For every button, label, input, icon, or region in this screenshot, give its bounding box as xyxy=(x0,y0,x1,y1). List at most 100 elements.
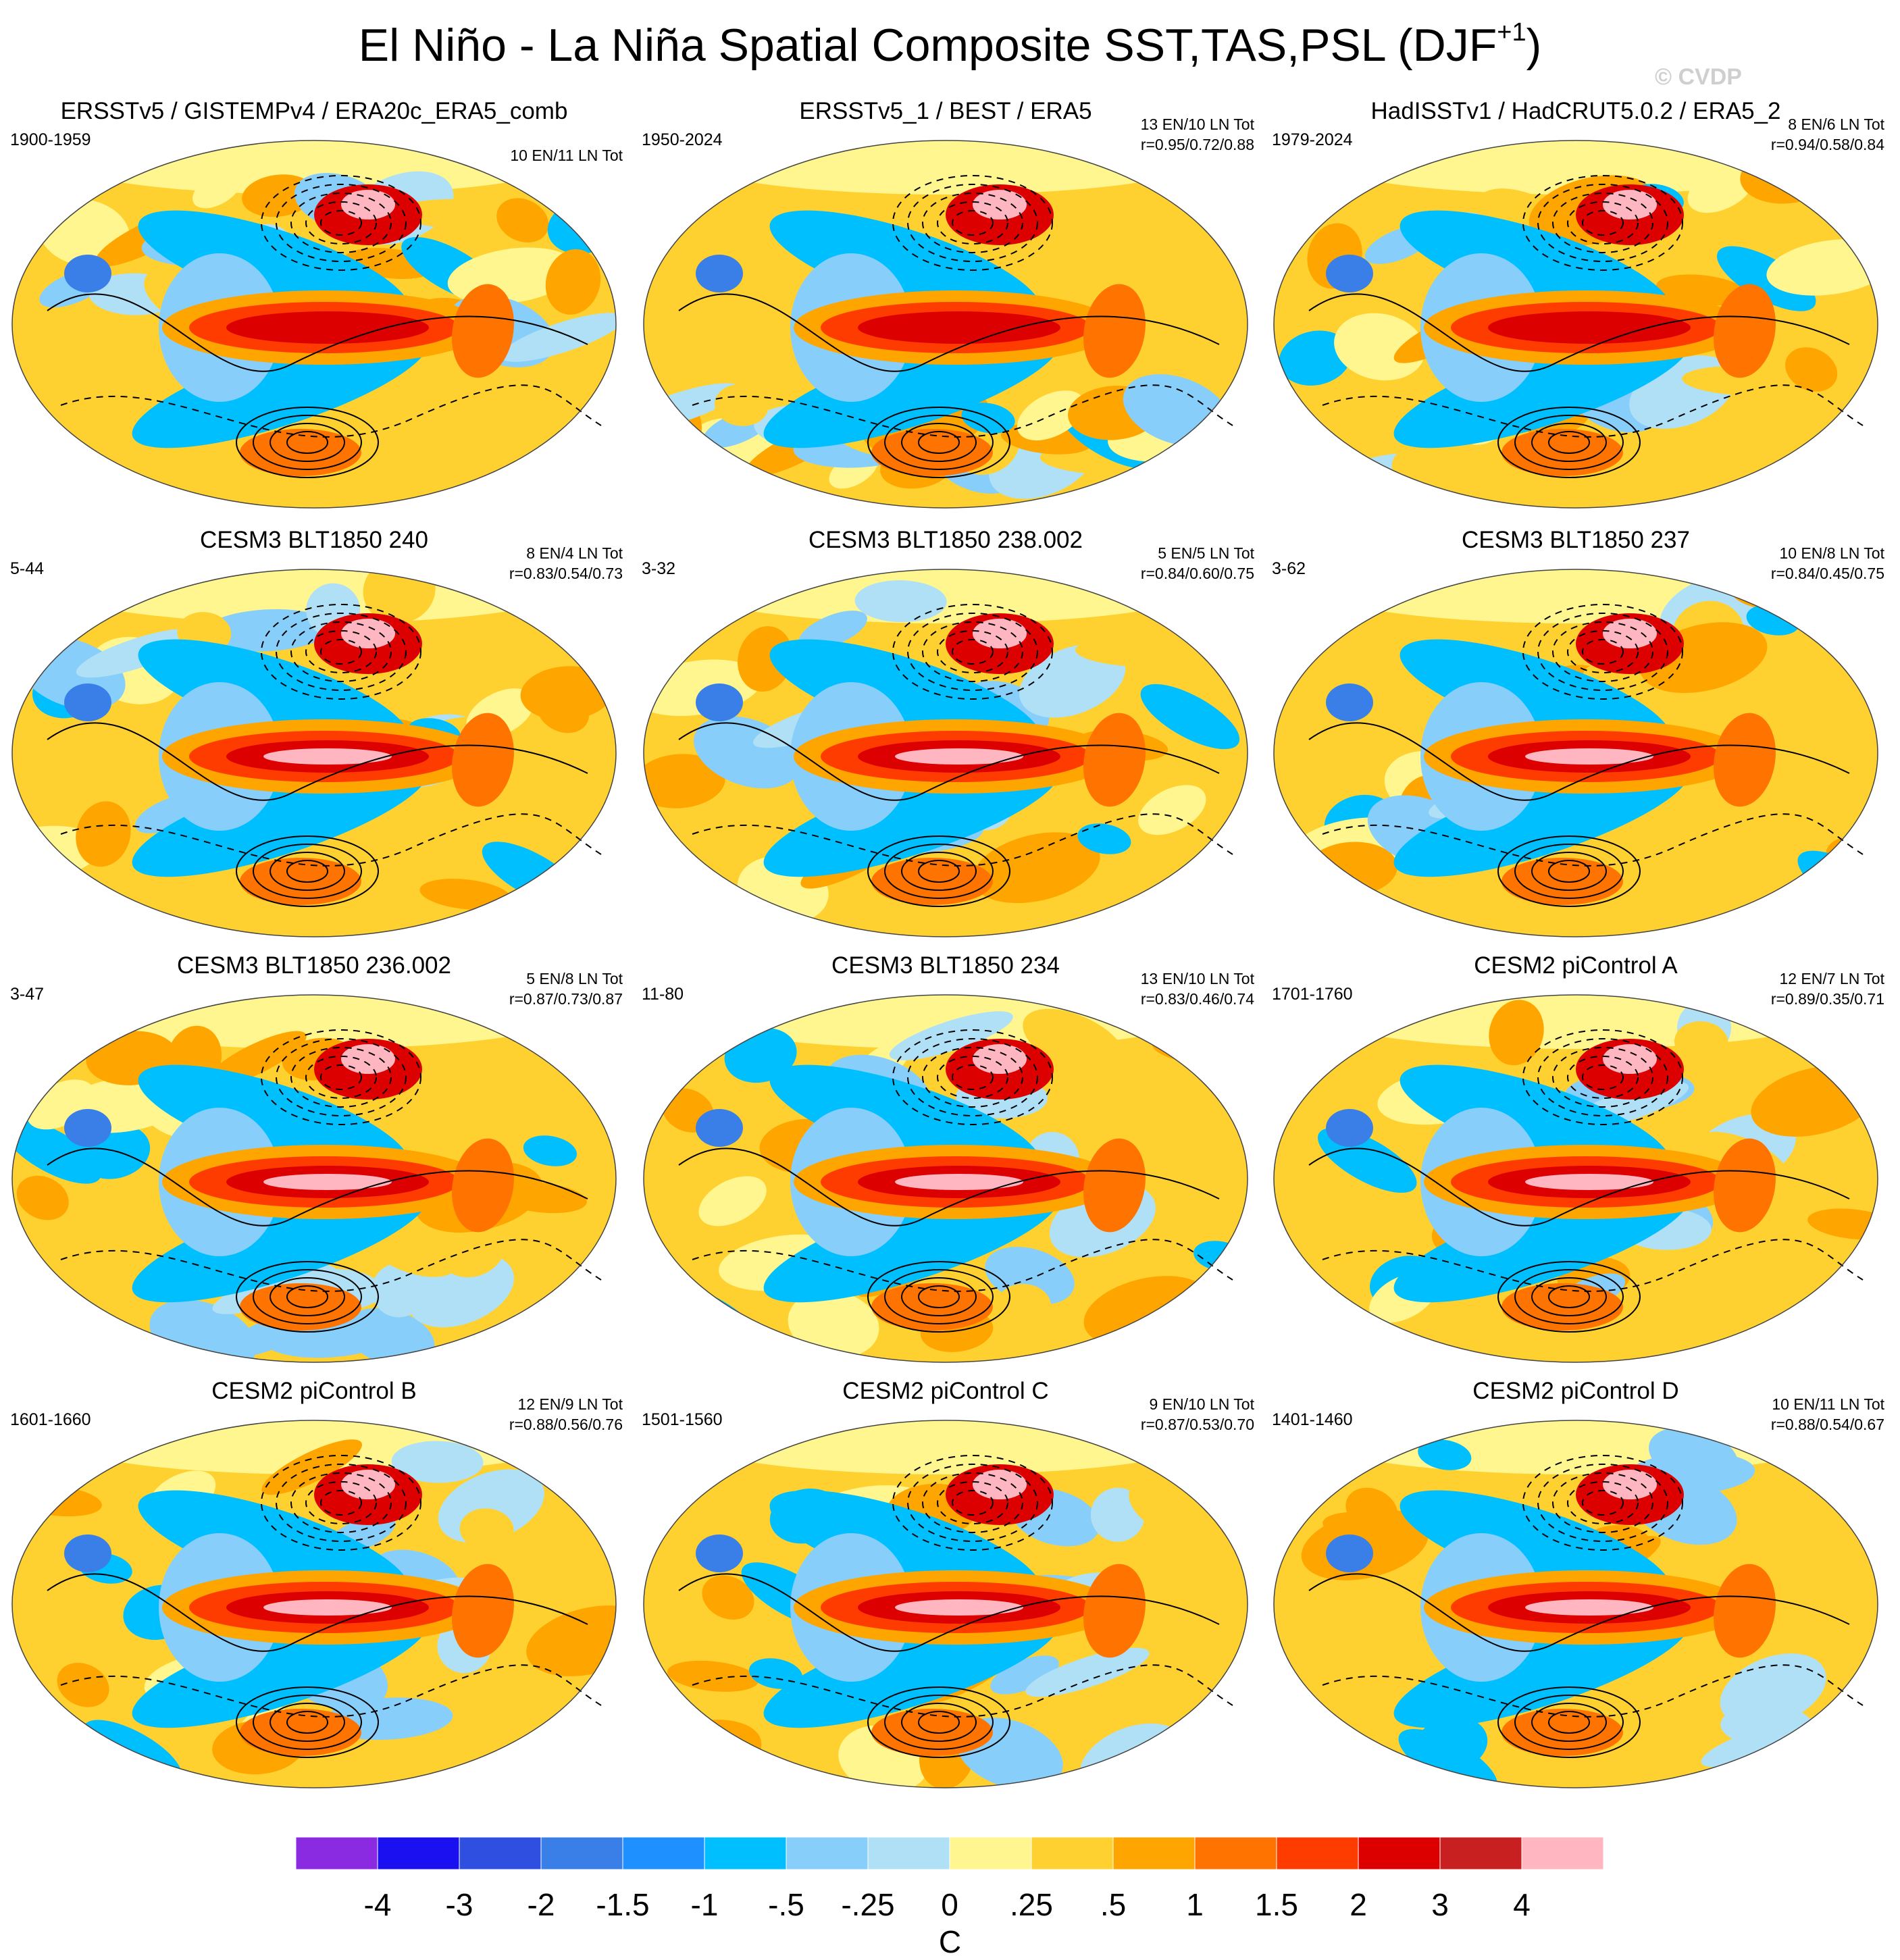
field-patch xyxy=(396,199,527,230)
aleutian-low-contour xyxy=(305,630,377,673)
enso-tongue-core xyxy=(1488,311,1691,344)
colorbar-tick-label: .25 xyxy=(1010,1887,1053,1922)
field-patch xyxy=(1816,1631,1870,1674)
south-pacific-high-contour xyxy=(269,423,345,462)
colorbar-swatch xyxy=(1194,1836,1277,1870)
field-patch xyxy=(702,1575,754,1620)
aleutian-low-contour xyxy=(952,1490,994,1516)
south-pacific-high-contour xyxy=(253,1695,362,1750)
colorbar-tick-label: -1 xyxy=(691,1887,719,1922)
arctic-band xyxy=(42,995,586,1049)
temperature-field xyxy=(1274,1420,1878,1788)
map-outline xyxy=(643,569,1248,937)
aleutian-low-contour xyxy=(1567,630,1639,673)
panel-pattern-correlation: r=0.84/0.60/0.75 xyxy=(1140,565,1254,582)
south-pacific-high-contour xyxy=(867,407,1010,478)
panel-years: 1950-2024 xyxy=(642,130,723,149)
colorbar-swatch xyxy=(949,1836,1032,1870)
south-pacific-high-contour xyxy=(269,1703,345,1742)
alaska-peak xyxy=(341,1470,395,1499)
temperature-field xyxy=(12,1420,616,1788)
map-outline xyxy=(643,1420,1248,1788)
world-map xyxy=(1273,140,1878,509)
south-america-warm xyxy=(1714,713,1776,807)
asia-cool-spot xyxy=(64,1535,111,1572)
map-outline xyxy=(11,140,617,509)
map-panel: HadISSTv1 / HadCRUT5.0.2 / ERA5_2 1979-20… xyxy=(1262,98,1890,509)
south-pacific-high-contour xyxy=(1514,1695,1624,1750)
map-panel: CESM3 BLT1850 240 5-44 8 EN/4 LN Tot r=0.83… xyxy=(0,527,628,937)
south-america-warm xyxy=(452,1564,514,1658)
aleutian-low-contour xyxy=(937,1056,1008,1099)
enso-tongue-peak xyxy=(1525,1599,1653,1616)
aleutian-low-contour xyxy=(1537,1464,1668,1542)
temperature-field xyxy=(644,995,1248,1362)
figure-title-close: ) xyxy=(1526,20,1542,71)
south-pacific-high-contour xyxy=(1497,1686,1641,1758)
field-patch xyxy=(1674,1021,1728,1064)
map-panel: CESM3 BLT1850 237 3-62 10 EN/8 LN Tot r=0.8… xyxy=(1262,527,1890,937)
field-patch xyxy=(1682,365,1812,396)
zero-contour xyxy=(678,293,1220,372)
aleutian-low-contour xyxy=(290,1472,392,1533)
field-patch xyxy=(1701,1718,1825,1768)
aleutian-low-contour xyxy=(907,613,1038,691)
colorbar-swatch xyxy=(1112,1836,1196,1870)
map-outline xyxy=(11,994,617,1363)
south-pacific-high-contour xyxy=(884,1695,994,1750)
aleutian-low-contour xyxy=(1522,604,1683,700)
panel-event-counts: 9 EN/10 LN Tot xyxy=(1149,1395,1254,1413)
south-pacific-high-contour xyxy=(1497,407,1641,478)
panel-event-counts: 13 EN/10 LN Tot xyxy=(1140,115,1254,133)
alaska-peak xyxy=(973,1470,1027,1499)
aleutian-low-contour xyxy=(1567,1056,1639,1099)
field-patch xyxy=(1129,1478,1233,1546)
arctic-band xyxy=(42,140,586,195)
map-panel: CESM2 piControl D 1401-1460 10 EN/11 LN To… xyxy=(1262,1378,1890,1788)
south-pacific-high-contour xyxy=(901,1703,977,1742)
enso-tongue-core xyxy=(226,311,429,344)
map-outline xyxy=(1273,569,1878,937)
arctic-band xyxy=(42,569,586,623)
psl-contours xyxy=(47,604,602,907)
south-pacific-high-contour xyxy=(1531,423,1607,462)
panel-title: ERSSTv5_1 / BEST / ERA5 xyxy=(799,98,1092,124)
map-outline xyxy=(1273,994,1878,1363)
field-patch xyxy=(1687,163,1755,213)
south-pacific-high-contour xyxy=(253,844,362,899)
panel-years: 1701-1760 xyxy=(1272,985,1353,1004)
aleutian-low-contour xyxy=(892,1029,1053,1125)
south-america-warm xyxy=(1714,1138,1776,1233)
enso-tongue-peak xyxy=(1525,1174,1653,1190)
map-outline xyxy=(1273,140,1878,509)
field-patch xyxy=(1075,637,1205,667)
zero-contour xyxy=(1308,1573,1850,1652)
world-map xyxy=(11,994,617,1363)
aleutian-low-contour xyxy=(922,621,1023,682)
psl-contours xyxy=(1308,604,1864,907)
field-patch xyxy=(391,1441,484,1483)
map-panel: ERSSTv5_1 / BEST / ERA5 1950-2024 13 EN/10… xyxy=(632,98,1260,509)
aleutian-low-contour xyxy=(1552,1047,1653,1108)
field-patch xyxy=(192,170,242,209)
panel-pattern-correlation: r=0.94/0.58/0.84 xyxy=(1770,136,1884,153)
world-map xyxy=(643,1420,1248,1788)
aleutian-low-contour xyxy=(937,1481,1008,1524)
psl-contours xyxy=(1308,1029,1864,1333)
south-pacific-high-contour xyxy=(1531,852,1607,891)
aleutian-low-contour xyxy=(952,1064,994,1090)
colorbar-swatch xyxy=(867,1836,950,1870)
psl-contours xyxy=(47,1455,602,1758)
south-pacific-high-contour xyxy=(236,1686,379,1758)
enso-tongue-peak xyxy=(263,748,392,765)
colorbar-swatch xyxy=(1439,1836,1522,1870)
panel-pattern-correlation: r=0.88/0.56/0.76 xyxy=(509,1416,623,1433)
map-outline xyxy=(1273,1420,1878,1788)
field-patch xyxy=(242,174,315,217)
enso-tongue-peak xyxy=(895,1599,1023,1616)
alaska-peak xyxy=(341,1044,395,1074)
temperature-field xyxy=(644,1420,1248,1788)
colorbar-swatch xyxy=(1276,1836,1359,1870)
aleutian-low-contour xyxy=(1537,1038,1668,1116)
south-pacific-high-contour xyxy=(236,407,379,478)
